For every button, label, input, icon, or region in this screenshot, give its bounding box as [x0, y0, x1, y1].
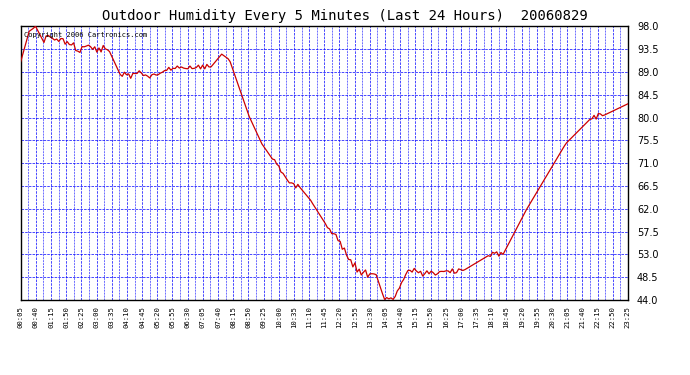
Text: Copyright 2006 Cartronics.com: Copyright 2006 Cartronics.com: [23, 32, 147, 38]
Text: Outdoor Humidity Every 5 Minutes (Last 24 Hours)  20060829: Outdoor Humidity Every 5 Minutes (Last 2…: [102, 9, 588, 23]
